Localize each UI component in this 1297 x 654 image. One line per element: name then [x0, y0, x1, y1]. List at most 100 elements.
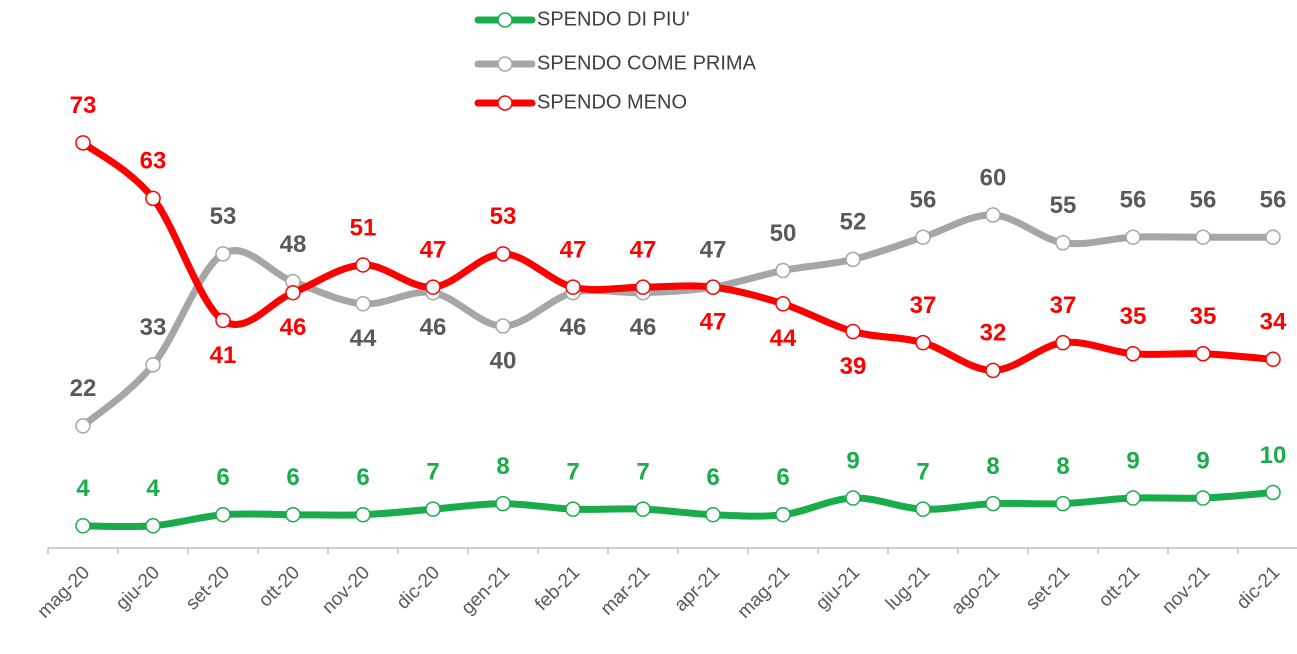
- data-label: 6: [706, 464, 719, 491]
- data-label: 52: [840, 209, 867, 236]
- marker: [496, 319, 510, 333]
- data-label: 4: [146, 475, 160, 502]
- marker: [1126, 347, 1140, 361]
- x-tick-label: set-20: [182, 562, 234, 614]
- x-tick-label: feb-21: [531, 562, 584, 615]
- marker: [1196, 347, 1210, 361]
- data-label: 44: [350, 325, 377, 352]
- data-label: 60: [980, 164, 1007, 191]
- data-label: 44: [770, 325, 797, 352]
- data-label: 33: [140, 314, 167, 341]
- data-label: 22: [70, 375, 97, 402]
- data-label: 46: [280, 314, 307, 341]
- data-label: 6: [776, 464, 789, 491]
- x-tick-label: dic-20: [393, 562, 444, 613]
- marker: [1266, 486, 1280, 500]
- series-line: [83, 143, 1273, 371]
- data-label: 47: [700, 236, 727, 263]
- marker: [1056, 236, 1070, 250]
- data-label: 46: [420, 314, 447, 341]
- marker: [1266, 352, 1280, 366]
- data-label: 40: [490, 347, 517, 374]
- x-tick-label: nov-20: [318, 562, 374, 618]
- data-label: 35: [1190, 303, 1217, 330]
- marker: [636, 280, 650, 294]
- data-label: 47: [560, 236, 587, 263]
- data-label: 55: [1050, 192, 1077, 219]
- x-tick-label: apr-21: [670, 562, 724, 616]
- marker: [1056, 497, 1070, 511]
- marker: [776, 297, 790, 311]
- data-label: 63: [140, 148, 167, 175]
- data-label: 7: [426, 458, 439, 485]
- data-label: 48: [280, 231, 307, 258]
- data-label: 7: [916, 458, 929, 485]
- data-label: 56: [1190, 187, 1217, 214]
- data-label: 39: [840, 353, 867, 380]
- marker: [216, 508, 230, 522]
- legend-item: SPENDO DI PIU': [478, 8, 690, 30]
- marker: [916, 336, 930, 350]
- x-tick-label: set-21: [1022, 562, 1074, 614]
- x-tick-label: dic-21: [1233, 562, 1284, 613]
- x-tick-label: mag-20: [34, 562, 94, 622]
- data-label: 47: [630, 236, 657, 263]
- x-tick-label: gen-21: [457, 562, 514, 619]
- data-label: 10: [1260, 442, 1287, 469]
- data-label: 6: [356, 464, 369, 491]
- data-label: 56: [1260, 187, 1287, 214]
- data-label: 7: [636, 458, 649, 485]
- marker: [496, 497, 510, 511]
- data-label: 9: [846, 447, 859, 474]
- data-label: 37: [910, 292, 937, 319]
- marker: [1266, 230, 1280, 244]
- data-label: 53: [210, 203, 237, 230]
- marker: [1126, 230, 1140, 244]
- marker: [986, 363, 1000, 377]
- marker: [1196, 230, 1210, 244]
- legend-marker: [498, 13, 512, 27]
- marker: [146, 191, 160, 205]
- x-tick-label: lug-21: [882, 562, 934, 614]
- data-label: 35: [1120, 303, 1147, 330]
- series-line: [83, 493, 1273, 527]
- marker: [1056, 336, 1070, 350]
- data-label: 34: [1260, 309, 1287, 336]
- marker: [76, 136, 90, 150]
- data-label: 46: [560, 314, 587, 341]
- marker: [636, 502, 650, 516]
- legend-item: SPENDO COME PRIMA: [478, 52, 757, 74]
- marker: [426, 280, 440, 294]
- x-tick-label: giu-21: [812, 562, 864, 614]
- x-tick-label: nov-21: [1158, 562, 1214, 618]
- x-tick-label: mag-21: [734, 562, 794, 622]
- data-label: 6: [286, 464, 299, 491]
- data-label: 8: [496, 453, 509, 480]
- data-label: 53: [490, 203, 517, 230]
- data-label: 56: [1120, 187, 1147, 214]
- data-label: 56: [910, 187, 937, 214]
- legend-label: SPENDO COME PRIMA: [537, 52, 757, 74]
- x-tick-label: ott-21: [1095, 562, 1144, 611]
- data-label: 9: [1196, 447, 1209, 474]
- data-label: 73: [70, 92, 97, 119]
- legend-label: SPENDO DI PIU': [537, 8, 690, 30]
- marker: [776, 508, 790, 522]
- marker: [566, 280, 580, 294]
- marker: [776, 264, 790, 278]
- marker: [846, 491, 860, 505]
- marker: [496, 247, 510, 261]
- marker: [1196, 491, 1210, 505]
- data-label: 8: [986, 453, 999, 480]
- marker: [216, 313, 230, 327]
- marker: [846, 252, 860, 266]
- data-label: 9: [1126, 447, 1139, 474]
- marker: [216, 247, 230, 261]
- marker: [286, 286, 300, 300]
- x-tick-label: mar-21: [597, 562, 654, 619]
- data-label: 51: [350, 214, 377, 241]
- data-label: 47: [700, 308, 727, 335]
- marker: [1126, 491, 1140, 505]
- series-line: [83, 215, 1273, 426]
- x-tick-label: ott-20: [255, 562, 304, 611]
